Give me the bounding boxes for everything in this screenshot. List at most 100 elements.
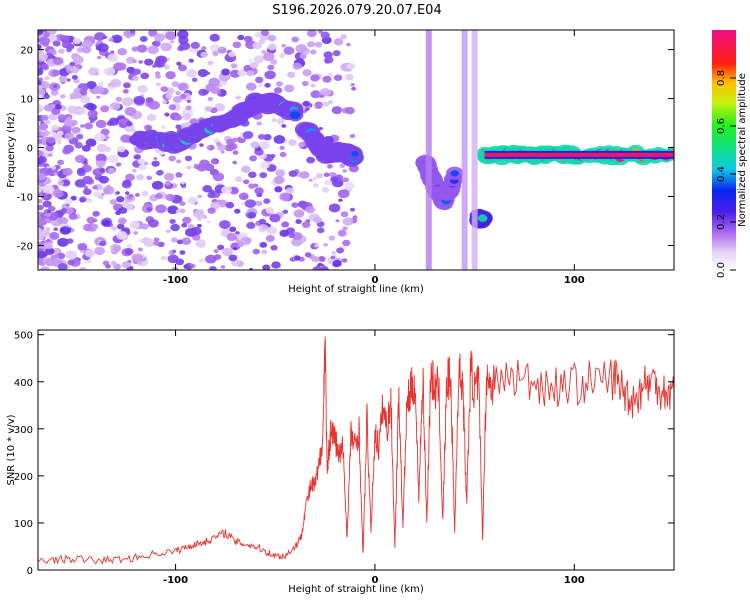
noise-speckle — [177, 82, 189, 91]
noise-speckle — [260, 224, 269, 231]
noise-speckle — [38, 250, 48, 259]
noise-speckle — [72, 37, 82, 45]
noise-speckle — [207, 60, 214, 66]
noise-speckle — [149, 33, 154, 37]
noise-speckle — [190, 226, 202, 236]
noise-speckle — [246, 70, 255, 77]
noise-speckle — [245, 82, 257, 91]
noise-speckle — [342, 169, 347, 173]
noise-speckle — [54, 104, 62, 110]
noise-speckle — [259, 161, 270, 169]
noise-speckle — [176, 61, 182, 66]
noise-speckle — [57, 114, 67, 122]
noise-speckle — [155, 55, 168, 65]
noise-speckle — [42, 200, 52, 208]
noise-speckle — [314, 103, 323, 110]
noise-speckle — [132, 112, 137, 116]
noise-speckle — [131, 168, 137, 173]
noise-speckle — [155, 82, 162, 87]
noise-speckle — [154, 33, 166, 42]
noise-speckle — [126, 121, 133, 127]
noise-speckle — [38, 232, 45, 241]
noise-speckle — [91, 223, 99, 230]
noise-speckle — [253, 55, 265, 64]
snr-ytick-label: 200 — [14, 472, 33, 483]
noise-speckle — [244, 199, 257, 208]
noise-speckle — [146, 113, 157, 122]
noise-speckle — [98, 194, 104, 200]
noise-speckle — [95, 153, 107, 163]
noise-speckle — [175, 172, 183, 178]
noise-speckle — [86, 80, 97, 90]
noise-speckle — [281, 124, 287, 128]
noise-speckle — [58, 48, 65, 54]
noise-speckle — [209, 266, 217, 270]
noise-speckle — [226, 233, 238, 242]
noise-speckle — [117, 145, 126, 153]
noise-speckle — [248, 267, 254, 270]
noise-speckle — [139, 239, 144, 243]
noise-speckle — [306, 41, 315, 48]
noise-speckle — [160, 42, 172, 52]
noise-speckle — [38, 84, 42, 91]
noise-speckle — [182, 216, 192, 224]
noise-speckle — [235, 176, 243, 183]
noise-speckle — [326, 164, 333, 169]
feature-core — [351, 150, 359, 157]
noise-speckle — [38, 93, 43, 102]
noise-speckle — [179, 93, 187, 100]
noise-speckle — [133, 231, 139, 235]
snr-xlabel: Height of straight line (km) — [288, 584, 424, 595]
noise-speckle — [246, 221, 256, 230]
noise-speckle — [256, 121, 262, 126]
noise-speckle — [125, 173, 135, 182]
noise-speckle — [318, 30, 323, 34]
noise-speckle — [226, 138, 234, 145]
noise-speckle — [57, 159, 65, 166]
noise-speckle — [279, 145, 285, 150]
spectrogram-ytick-label: 10 — [20, 95, 33, 106]
noise-speckle — [152, 40, 161, 47]
noise-speckle — [304, 252, 312, 258]
noise-speckle — [312, 266, 323, 270]
noise-speckle — [113, 36, 122, 43]
noise-speckle — [221, 185, 232, 195]
noise-speckle — [262, 264, 271, 270]
noise-speckle — [38, 104, 44, 113]
noise-speckle — [148, 100, 160, 110]
noise-speckle — [337, 189, 350, 199]
noise-speckle — [81, 46, 92, 54]
noise-speckle — [38, 77, 43, 82]
noise-speckle — [121, 97, 134, 107]
noise-speckle — [59, 94, 66, 99]
noise-speckle — [265, 235, 275, 242]
noise-speckle — [167, 254, 179, 264]
noise-speckle — [285, 187, 294, 194]
noise-speckle — [206, 220, 211, 224]
noise-speckle — [153, 157, 158, 161]
noise-speckle — [351, 86, 357, 91]
noise-speckle — [249, 61, 259, 69]
noise-speckle — [57, 263, 68, 270]
noise-speckle — [215, 141, 222, 147]
noise-speckle — [282, 209, 289, 214]
noise-speckle — [50, 124, 59, 131]
noise-speckle — [84, 249, 95, 258]
noise-speckle — [244, 237, 252, 243]
noise-speckle — [182, 113, 192, 121]
noise-speckle — [349, 207, 356, 212]
noise-speckle — [102, 35, 108, 39]
noise-speckle — [86, 216, 96, 224]
noise-speckle — [42, 93, 51, 100]
noise-speckle — [186, 265, 192, 270]
noise-speckle — [306, 30, 317, 38]
noise-speckle — [266, 226, 278, 235]
noise-speckle — [257, 134, 266, 140]
noise-speckle — [155, 74, 162, 79]
noise-speckle — [179, 208, 186, 214]
noise-speckle — [186, 99, 192, 103]
noise-speckle — [320, 31, 330, 39]
noise-speckle — [163, 172, 175, 181]
noise-speckle — [264, 70, 276, 80]
noise-speckle — [165, 31, 177, 40]
